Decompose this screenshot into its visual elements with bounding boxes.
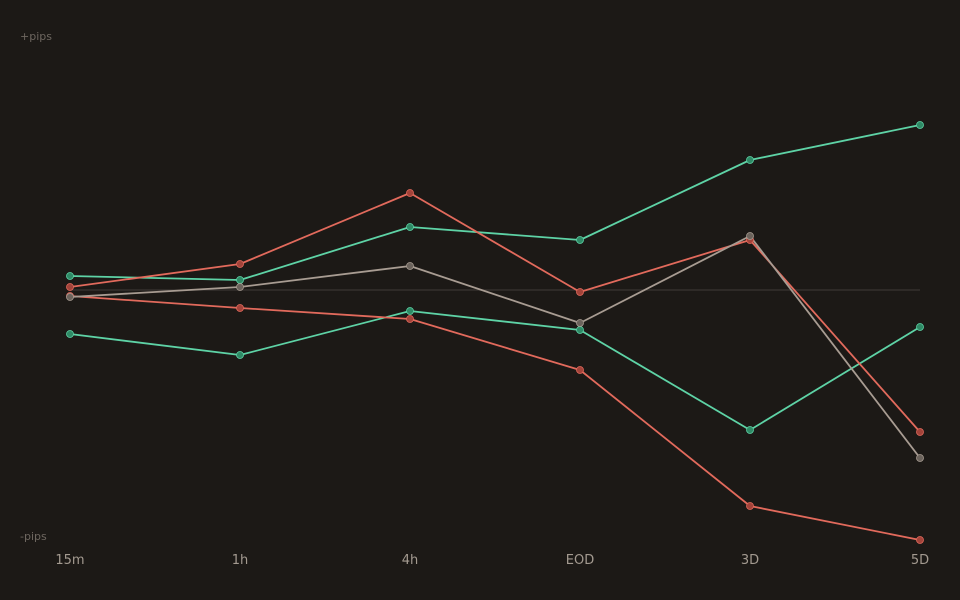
series-1-point xyxy=(916,121,924,129)
x-tick-label: 4h xyxy=(402,553,419,568)
series-3-point xyxy=(916,428,924,436)
series-4-point xyxy=(406,315,414,323)
series-4-point xyxy=(916,536,924,544)
series-1-point xyxy=(746,156,754,164)
series-3-point xyxy=(66,283,74,291)
series-line-2 xyxy=(69,310,921,431)
series-5-point xyxy=(576,319,584,327)
series-4-point xyxy=(746,502,754,510)
series-line-5 xyxy=(69,235,921,459)
series-3-point xyxy=(236,260,244,268)
series-2-point xyxy=(916,323,924,331)
series-2-point xyxy=(576,326,584,334)
series-2-point xyxy=(406,307,414,315)
x-tick-label: EOD xyxy=(566,553,594,568)
series-5-point xyxy=(916,454,924,462)
x-tick-label: 15m xyxy=(55,553,84,568)
x-axis-ticks: 15m 1h 4h EOD 3D 5D xyxy=(55,553,929,568)
series-3-point xyxy=(576,288,584,296)
series-line-4 xyxy=(69,295,921,541)
series-2-point xyxy=(236,351,244,359)
series-1-point xyxy=(406,223,414,231)
series-3-point xyxy=(406,189,414,197)
series-1-point xyxy=(576,236,584,244)
y-axis-top-label: +pips xyxy=(20,30,52,43)
series-5-point xyxy=(236,283,244,291)
series-5-point xyxy=(66,293,74,301)
series-2-point xyxy=(66,330,74,338)
series-2-point xyxy=(746,426,754,434)
x-tick-label: 5D xyxy=(911,553,929,568)
y-axis-bottom-label: -pips xyxy=(20,530,47,543)
series-4-point xyxy=(236,304,244,312)
series-1-point xyxy=(236,276,244,284)
series-5-point xyxy=(746,232,754,240)
series-layer xyxy=(69,124,921,541)
series-5-point xyxy=(406,262,414,270)
marker-layer xyxy=(66,121,924,544)
x-tick-label: 1h xyxy=(232,553,249,568)
x-tick-label: 3D xyxy=(741,553,759,568)
series-line-1 xyxy=(69,124,921,281)
series-line-3 xyxy=(69,192,921,433)
series-1-point xyxy=(66,272,74,280)
series-4-point xyxy=(576,366,584,374)
